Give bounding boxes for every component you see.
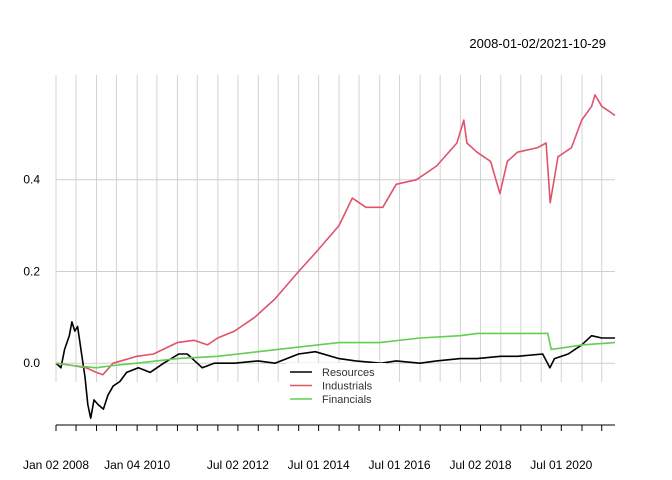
legend-label: Financials: [322, 394, 372, 406]
horizontal-grid: [56, 179, 615, 364]
x-tick-label: Jul 02 2018: [449, 458, 511, 472]
x-tick-label: Jul 02 2012: [207, 458, 269, 472]
chart-title: 2008-01-02/2021-10-29: [469, 36, 606, 51]
y-tick-label: 0.0: [23, 356, 40, 370]
x-tick-label: Jul 01 2016: [369, 458, 431, 472]
series-line-financials: [55, 332, 616, 369]
vertical-grid: [55, 75, 603, 382]
series-layer: [55, 94, 616, 420]
x-tick-label: Jul 01 2020: [530, 458, 592, 472]
series-line-resources: [55, 321, 615, 420]
legend-label: Resources: [322, 367, 375, 379]
y-tick-label: 0.2: [23, 264, 40, 278]
series-line-industrials: [55, 94, 616, 376]
x-tick-label: Jan 04 2010: [104, 458, 170, 472]
x-tick-label: Jul 01 2014: [288, 458, 350, 472]
x-tick-label: Jan 02 2008: [23, 458, 89, 472]
legend-label: Industrials: [322, 381, 373, 393]
x-axis: Jan 02 2008 Jan 04 2010 Jul 02 2012 Jul 01 …: [23, 424, 615, 472]
y-axis: 0.0 0.2 0.4: [23, 173, 40, 370]
y-tick-label: 0.4: [23, 173, 40, 187]
